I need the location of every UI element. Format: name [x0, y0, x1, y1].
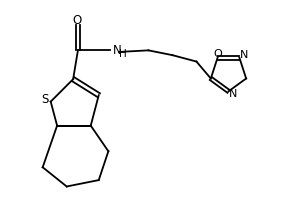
Text: O: O — [73, 14, 82, 27]
Text: N: N — [229, 89, 237, 99]
Text: H: H — [118, 49, 126, 59]
Text: N: N — [112, 44, 121, 57]
Text: N: N — [239, 50, 248, 60]
Text: O: O — [213, 49, 222, 59]
Text: S: S — [42, 93, 49, 106]
